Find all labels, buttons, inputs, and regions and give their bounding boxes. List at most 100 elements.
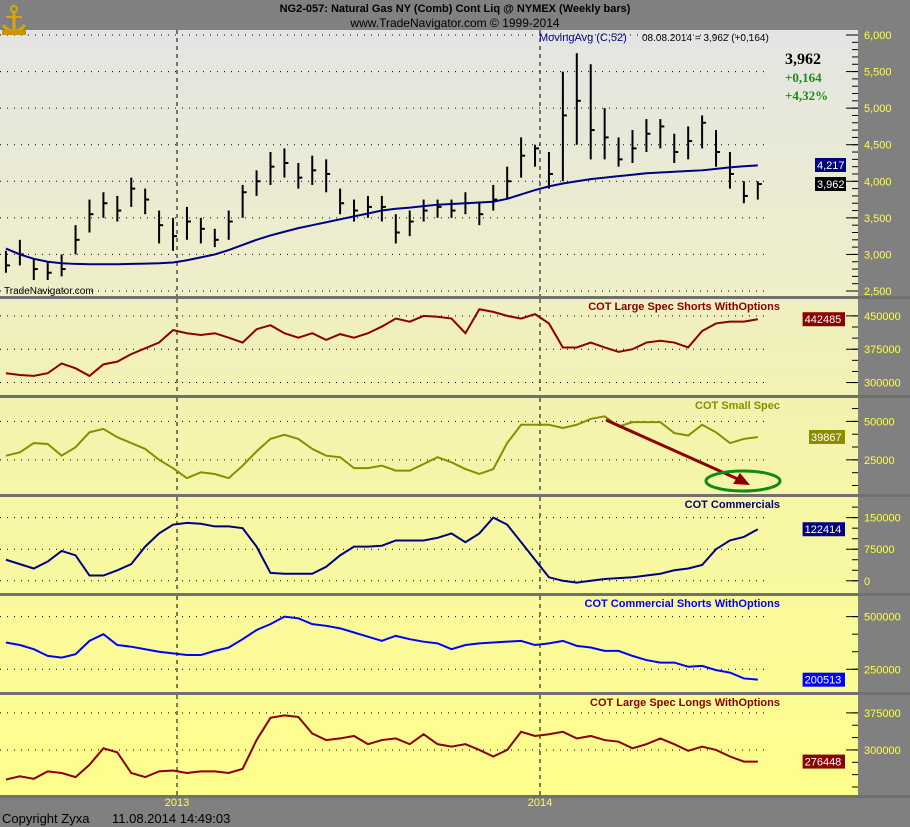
y-tick-label: 250000 xyxy=(864,664,901,676)
price-bar xyxy=(380,195,386,222)
price-bar xyxy=(659,119,665,149)
logo-anchor-icon xyxy=(1,5,27,35)
price-bar xyxy=(436,199,442,218)
panel-title-large-spec-longs: COT Large Spec Longs WithOptions xyxy=(590,697,780,709)
price-bar xyxy=(325,159,331,193)
price-bar xyxy=(756,181,762,200)
price-bar xyxy=(687,126,693,160)
x-tick-2013: 2013 xyxy=(165,797,189,809)
price-bar xyxy=(408,210,414,237)
y-tick-label: 3,500 xyxy=(864,213,892,225)
ma-value-text: 4,217 xyxy=(817,160,845,172)
price-bar xyxy=(32,258,38,281)
panel-large-spec-longs xyxy=(0,695,858,795)
moving-average-line xyxy=(5,164,758,266)
panel-commercials xyxy=(0,497,858,593)
price-bar xyxy=(561,71,567,182)
panel-title-small-spec: COT Small Spec xyxy=(695,400,780,412)
price-bar xyxy=(603,108,609,160)
y-tick-label: 2,500 xyxy=(864,286,892,298)
price-bar xyxy=(213,228,219,248)
price-bar xyxy=(645,119,651,153)
price-bar xyxy=(116,195,122,222)
panel-title-large-spec-shorts: COT Large Spec Shorts WithOptions xyxy=(588,301,780,313)
price-bar xyxy=(492,184,498,211)
y-tick-label: 6,000 xyxy=(864,30,892,42)
price-bar xyxy=(60,254,66,277)
y-tick-label: 300000 xyxy=(864,378,901,390)
y-tick-label: 4,000 xyxy=(864,176,892,188)
panel-small-spec xyxy=(0,398,858,494)
price-bar xyxy=(742,181,748,204)
chart-title: NG2-057: Natural Gas NY (Comb) Cont Liq … xyxy=(280,3,631,15)
small-spec-value-text: 39867 xyxy=(811,432,842,444)
price-bar xyxy=(506,166,512,200)
price-bar xyxy=(185,206,191,240)
price-bar xyxy=(701,115,707,149)
price-bar xyxy=(311,155,317,185)
y-tick-label: 300000 xyxy=(864,745,901,757)
commercials-value-badge xyxy=(802,522,845,537)
small-spec-line xyxy=(5,415,758,480)
large-spec-longs-line xyxy=(5,714,758,781)
y-tick-label: 150000 xyxy=(864,513,901,525)
price-bar xyxy=(339,188,345,215)
y-tick-label: 50000 xyxy=(864,416,895,428)
indicator-label[interactable]: MovingAvg (C,52) xyxy=(539,32,627,44)
price-bar xyxy=(227,210,233,240)
large-spec-shorts-value-text: 442485 xyxy=(805,314,842,326)
commercials-value-text: 122414 xyxy=(805,524,842,536)
price-bar xyxy=(255,170,261,196)
small-spec-value-badge xyxy=(809,429,845,444)
price-bar xyxy=(631,130,637,163)
ma-value-badge xyxy=(815,158,846,172)
price-bar xyxy=(673,133,679,163)
price-bar xyxy=(394,214,400,244)
price-bar xyxy=(617,137,623,167)
price-bar xyxy=(450,199,456,218)
y-tick-label: 450000 xyxy=(864,311,901,323)
last-price: 3,962 xyxy=(785,51,821,68)
price-bar xyxy=(172,217,178,251)
price-bar xyxy=(158,210,164,244)
large-spec-longs-value-text: 276448 xyxy=(805,757,842,769)
panel-price xyxy=(0,30,858,296)
y-tick-label: 375000 xyxy=(864,344,901,356)
price-bar xyxy=(715,130,721,167)
price-bar xyxy=(353,199,359,222)
price-bar xyxy=(534,144,540,167)
commercial-shorts-value-text: 200513 xyxy=(805,675,842,687)
watermark: TradeNavigator.com xyxy=(4,286,94,297)
price-bar xyxy=(88,199,94,233)
price-bar xyxy=(547,152,553,189)
price-bar xyxy=(728,152,734,189)
price-bar xyxy=(102,192,108,218)
price-bar xyxy=(422,199,428,222)
commercials-line xyxy=(5,516,759,584)
price-bar xyxy=(575,53,581,145)
price-change-pct: +4,32% xyxy=(785,88,828,103)
price-bar xyxy=(4,250,10,273)
price-change: +0,164 xyxy=(785,70,822,85)
large-spec-shorts-value-badge xyxy=(802,312,845,327)
price-bar xyxy=(46,261,52,281)
price-bar xyxy=(144,188,150,215)
y-tick-label: 0 xyxy=(864,576,870,588)
price-bar xyxy=(283,148,289,178)
panel-title-commercial-shorts: COT Commercial Shorts WithOptions xyxy=(585,598,780,610)
y-tick-label: 75000 xyxy=(864,544,895,556)
trend-arrow-annotation xyxy=(605,418,750,485)
price-bar xyxy=(241,184,247,218)
large-spec-longs-value-badge xyxy=(802,754,845,769)
x-tick-2014: 2014 xyxy=(528,797,552,809)
large-spec-shorts-line xyxy=(5,308,758,378)
y-tick-label: 5,500 xyxy=(864,67,892,79)
price-value-badge xyxy=(815,177,846,191)
highlight-ellipse-annotation xyxy=(704,469,782,493)
chart-subtitle: www.TradeNavigator.com © 1999-2014 xyxy=(349,16,559,30)
y-tick-label: 4,500 xyxy=(864,140,892,152)
timestamp: 11.08.2014 14:49:03 xyxy=(112,811,230,826)
price-bar xyxy=(297,163,303,189)
